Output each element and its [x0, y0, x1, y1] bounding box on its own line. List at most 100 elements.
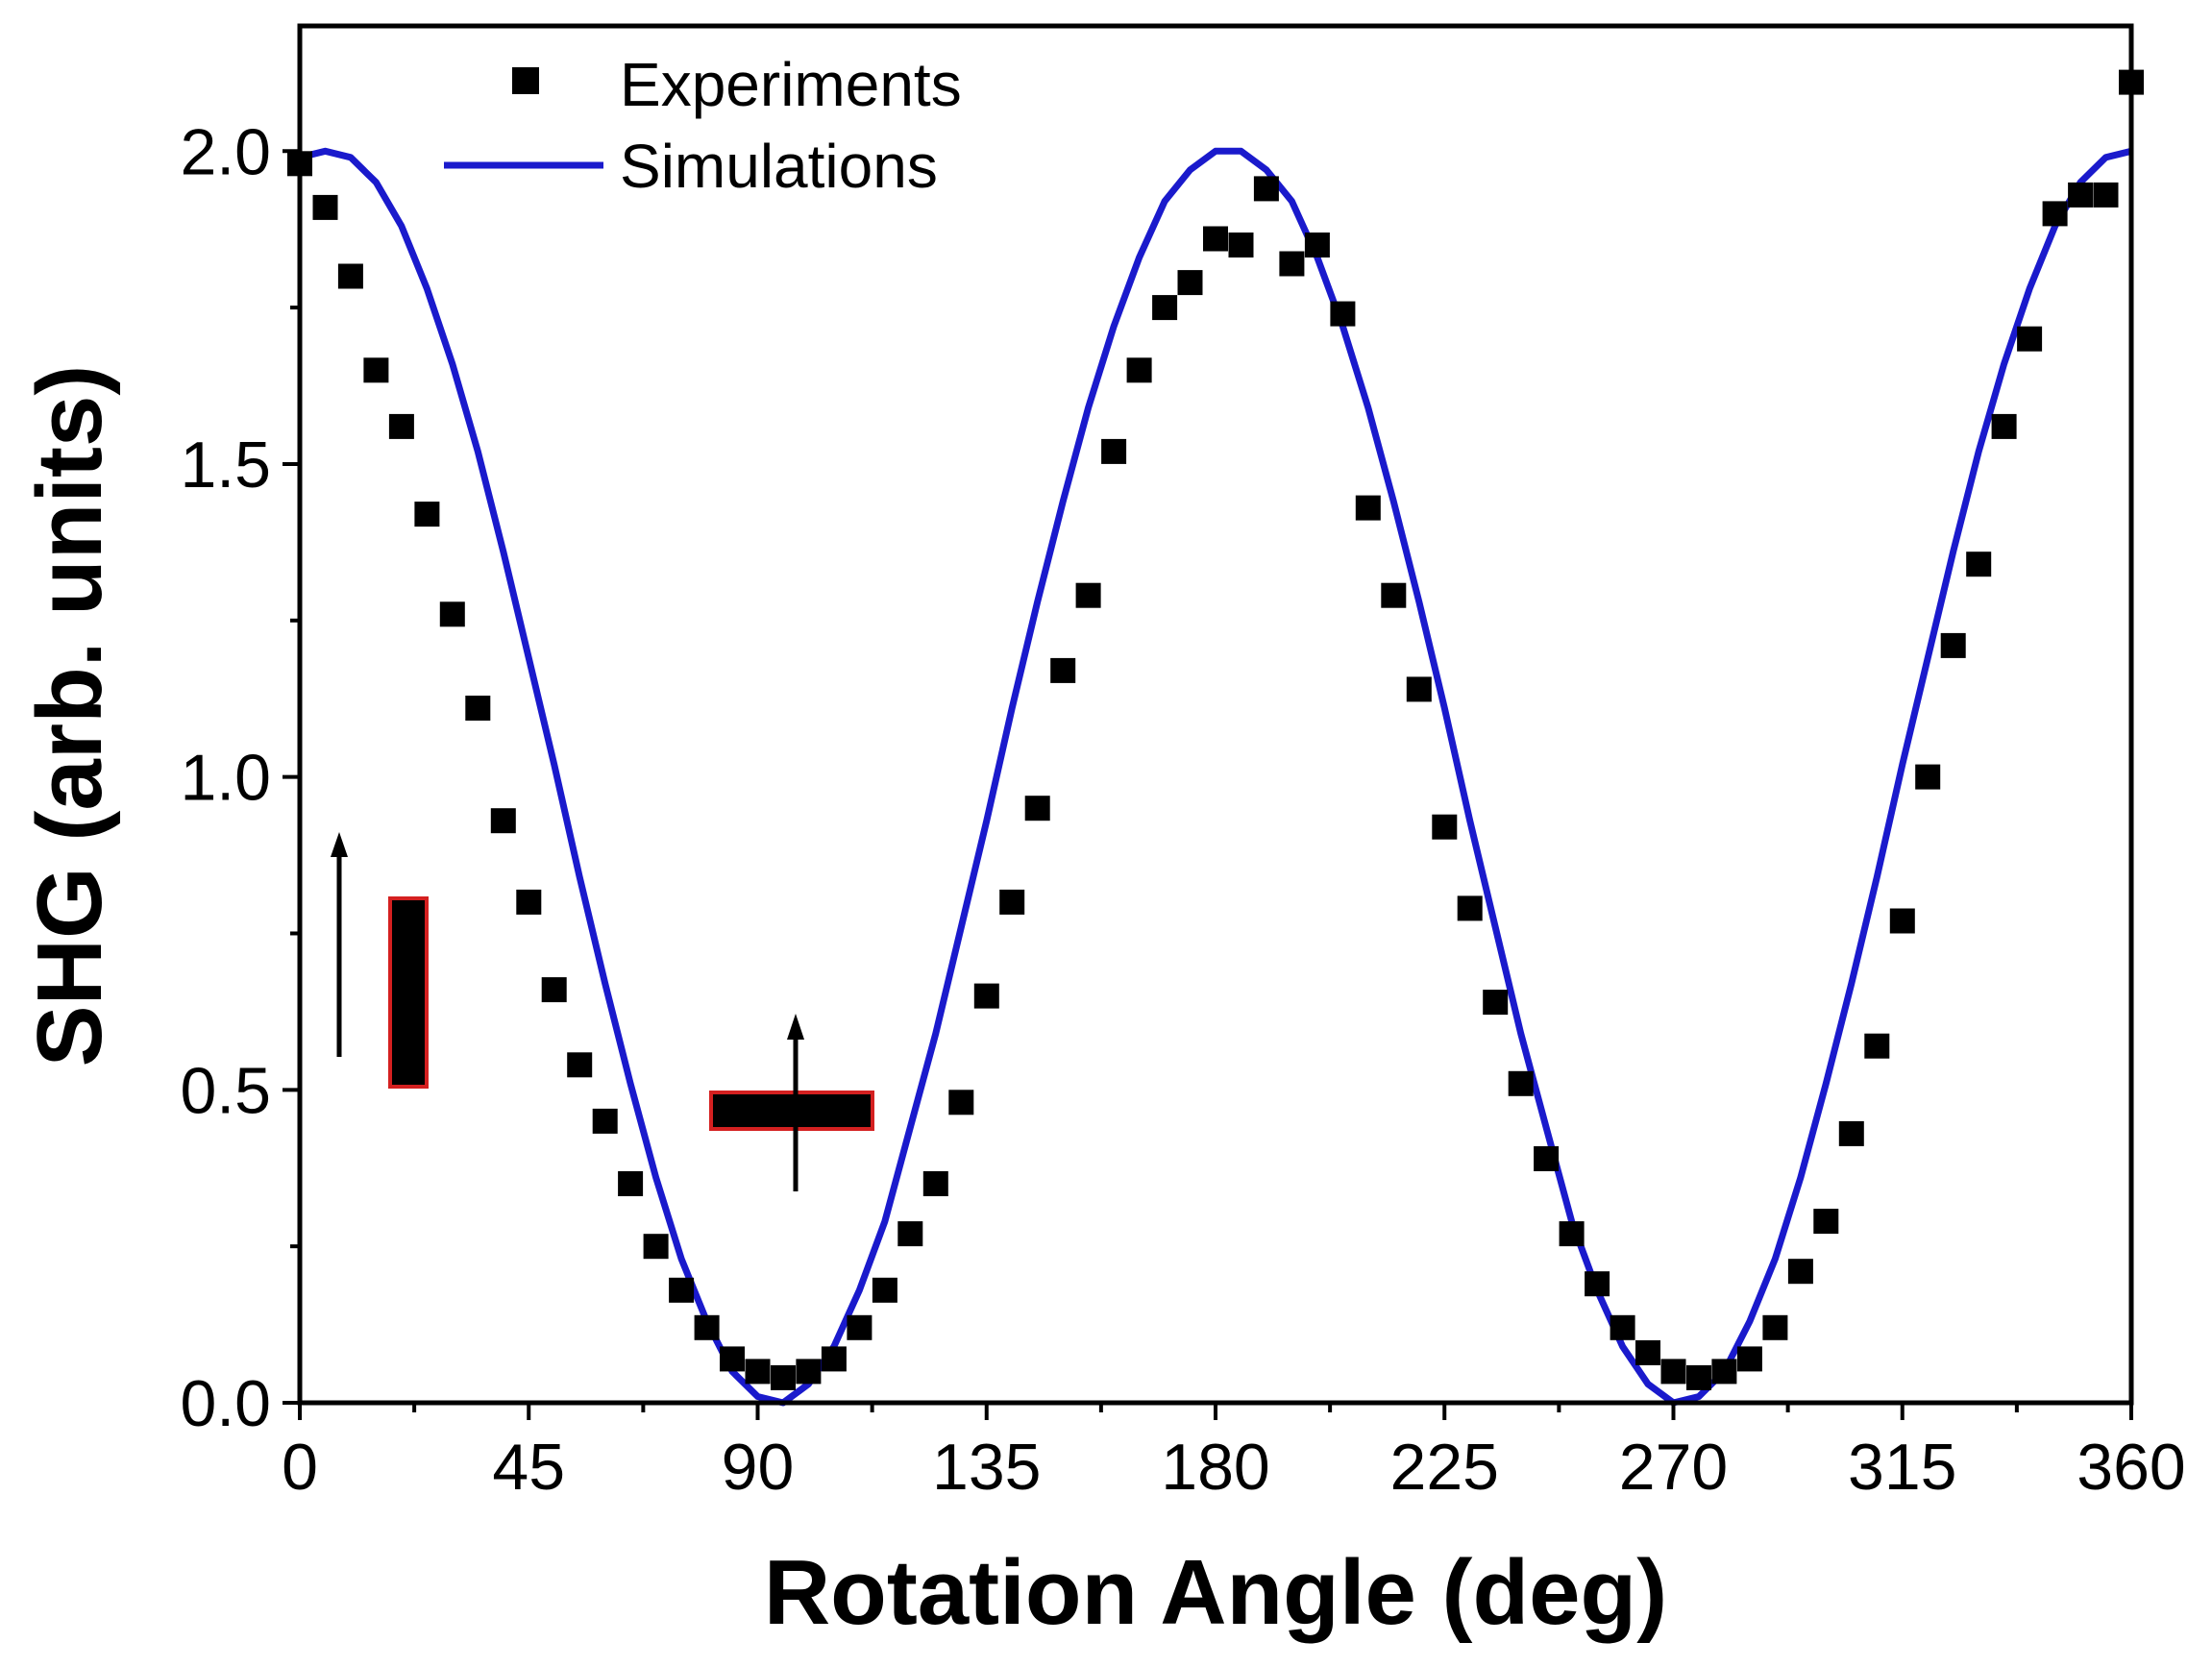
data-point-experiments: [872, 1277, 897, 1303]
data-point-experiments: [2068, 182, 2094, 208]
data-point-experiments: [821, 1346, 847, 1372]
data-point-experiments: [796, 1359, 822, 1385]
data-point-experiments: [1101, 438, 1127, 464]
data-point-experiments: [694, 1314, 720, 1340]
y-tick-label: 1.0: [180, 742, 271, 815]
data-point-experiments: [1432, 814, 1458, 840]
x-tick-label: 90: [722, 1431, 795, 1504]
y-tick-label: 0.5: [180, 1054, 271, 1127]
data-point-experiments: [1457, 895, 1483, 921]
data-point-experiments: [948, 1090, 974, 1115]
data-point-experiments: [1330, 301, 1356, 327]
data-point-experiments: [1762, 1314, 1788, 1340]
data-point-experiments: [847, 1314, 873, 1340]
legend: Experiments Simulations: [444, 50, 962, 201]
data-point-experiments: [1534, 1146, 1560, 1171]
data-point-experiments: [1787, 1259, 1813, 1285]
data-point-experiments: [1991, 413, 2017, 439]
data-point-experiments: [1686, 1364, 1711, 1390]
data-point-experiments: [669, 1277, 695, 1303]
data-point-experiments: [2017, 326, 2043, 352]
axes: 0 45 90 135 180 225 270 315 360 0.0 0.5 1.0 1.5 2.0: [180, 115, 2185, 1504]
data-point-experiments: [1508, 1070, 1534, 1096]
inset-vertical-rod-rect: [388, 896, 429, 1089]
inset-vertical-rod: [331, 832, 429, 1089]
data-point-experiments: [1585, 1271, 1610, 1297]
data-point-experiments: [1889, 908, 1915, 934]
data-point-experiments: [1177, 270, 1203, 296]
legend-label-experiments: Experiments: [620, 50, 962, 119]
data-point-experiments: [1736, 1346, 1762, 1372]
data-point-experiments: [745, 1359, 771, 1385]
y-tick-label: 2.0: [180, 115, 271, 188]
data-point-experiments: [516, 889, 542, 915]
data-point-experiments: [1406, 676, 1432, 702]
data-point-experiments: [465, 696, 491, 721]
data-point-experiments: [592, 1108, 618, 1134]
series-line-simulations: [299, 147, 2132, 1407]
x-axis-title: Rotation Angle (deg): [764, 1541, 1667, 1644]
legend-marker-experiments: [512, 67, 539, 94]
plot-marks: [287, 69, 2144, 1407]
data-point-experiments: [1203, 226, 1228, 252]
data-point-experiments: [1966, 552, 1992, 577]
data-point-experiments: [363, 357, 389, 383]
data-point-experiments: [1304, 233, 1330, 257]
data-point-experiments: [999, 889, 1025, 915]
x-tick-label: 360: [2077, 1431, 2185, 1504]
x-tick-label: 225: [1390, 1431, 1499, 1504]
data-point-experiments: [1711, 1359, 1737, 1385]
data-point-experiments: [337, 263, 363, 289]
data-point-experiments: [1864, 1033, 1890, 1059]
legend-label-simulations: Simulations: [620, 132, 938, 201]
y-axis-title: SHG (arb. units): [18, 365, 121, 1067]
data-point-experiments: [388, 413, 414, 439]
data-point-experiments: [1050, 657, 1076, 683]
data-point-experiments: [1228, 233, 1254, 257]
inset-horizontal-rod: [709, 1014, 874, 1191]
data-point-experiments: [897, 1221, 923, 1247]
data-point-experiments: [1915, 764, 1941, 790]
x-tick-label: 270: [1619, 1431, 1728, 1504]
data-point-experiments: [771, 1364, 796, 1390]
data-point-experiments: [618, 1171, 644, 1196]
data-point-experiments: [1152, 295, 1178, 321]
data-point-experiments: [2093, 182, 2119, 208]
data-point-experiments: [1635, 1339, 1660, 1365]
data-point-experiments: [439, 601, 465, 627]
y-tick-label: 1.5: [180, 429, 271, 502]
y-tick-label: 0.0: [180, 1367, 271, 1440]
data-point-experiments: [720, 1346, 745, 1372]
data-point-experiments: [973, 983, 999, 1009]
data-point-experiments: [922, 1171, 948, 1196]
data-point-experiments: [414, 502, 440, 527]
data-point-experiments: [1075, 582, 1101, 608]
data-point-experiments: [1813, 1209, 1839, 1235]
data-point-experiments: [1381, 582, 1407, 608]
data-point-experiments: [2042, 201, 2068, 227]
data-point-experiments: [1024, 796, 1050, 821]
x-tick-label: 180: [1161, 1431, 1269, 1504]
inset-horizontal-rod-rect: [709, 1091, 874, 1131]
data-point-experiments: [567, 1052, 593, 1078]
data-point-experiments: [490, 808, 516, 834]
data-point-experiments: [1610, 1314, 1635, 1340]
data-point-experiments: [1355, 495, 1381, 521]
x-tick-label: 315: [1848, 1431, 1956, 1504]
data-point-experiments: [1483, 990, 1509, 1016]
x-tick-label: 0: [282, 1431, 318, 1504]
data-point-experiments: [1940, 632, 1966, 658]
data-point-experiments: [1660, 1359, 1686, 1385]
data-point-experiments: [1838, 1120, 1864, 1146]
x-tick-label: 135: [932, 1431, 1041, 1504]
x-tick-label: 45: [492, 1431, 565, 1504]
data-point-experiments: [1253, 176, 1279, 202]
data-point-experiments: [1126, 357, 1152, 383]
data-point-experiments: [643, 1234, 669, 1260]
data-point-experiments: [1559, 1221, 1585, 1247]
data-point-experiments: [312, 194, 338, 220]
inset-vertical-arrow-head: [331, 832, 348, 857]
data-point-experiments: [1279, 251, 1305, 277]
data-point-experiments: [541, 977, 567, 1003]
